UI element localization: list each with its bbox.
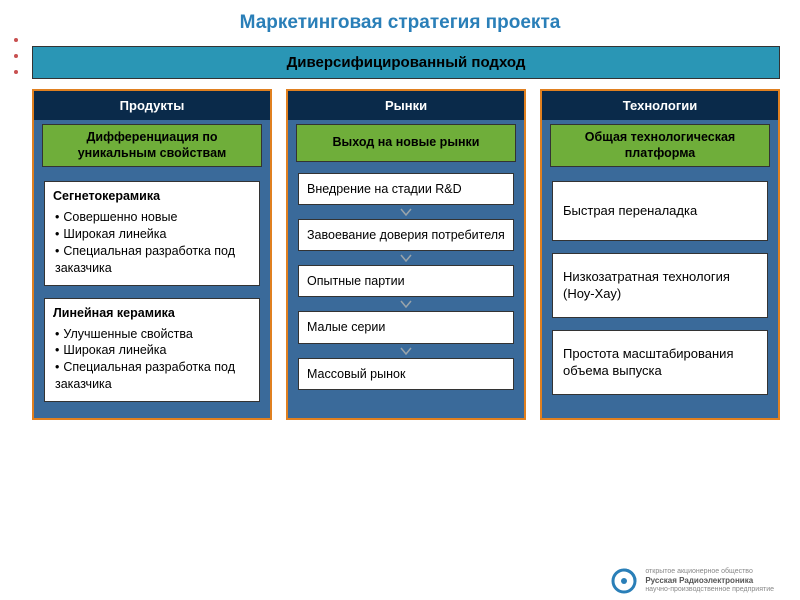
footer-line: научно-производственное предприятие bbox=[645, 586, 774, 594]
column-markets: Рынки Выход на новые рынки Внедрение на … bbox=[286, 89, 526, 420]
footer-line: открытое акционерное общество bbox=[645, 568, 774, 576]
side-bullets bbox=[14, 38, 18, 74]
dot-icon bbox=[14, 38, 18, 42]
flow-step: Внедрение на стадии R&D bbox=[298, 173, 514, 205]
bullet-item: Специальная разработка под заказчика bbox=[55, 359, 251, 393]
columns-row: Продукты Дифференциация по уникальным св… bbox=[32, 89, 780, 420]
arrow-down-icon bbox=[288, 300, 524, 308]
column-subheader: Выход на новые рынки bbox=[296, 124, 516, 162]
column-header: Продукты bbox=[34, 91, 270, 120]
product-card: Линейная керамика Улучшенные свойства Ши… bbox=[44, 298, 260, 402]
tech-card: Низкозатратная технология (Ноу-Хау) bbox=[552, 253, 768, 318]
dot-icon bbox=[14, 54, 18, 58]
tech-card: Простота масштабирования объема выпуска bbox=[552, 330, 768, 395]
bullet-item: Совершенно новые bbox=[55, 209, 251, 226]
flow-step: Массовый рынок bbox=[298, 358, 514, 390]
column-header: Технологии bbox=[542, 91, 778, 120]
approach-banner: Диверсифицированный подход bbox=[32, 46, 780, 79]
arrow-down-icon bbox=[288, 347, 524, 355]
column-technologies: Технологии Общая технологическая платфор… bbox=[540, 89, 780, 420]
dot-icon bbox=[14, 70, 18, 74]
product-card: Сегнетокерамика Совершенно новые Широкая… bbox=[44, 181, 260, 285]
flow-step: Завоевание доверия потребителя bbox=[298, 219, 514, 251]
footer-company: Русская Радиоэлектроника bbox=[645, 576, 774, 586]
column-subheader: Общая технологическая платформа bbox=[550, 124, 770, 167]
flow-step: Опытные партии bbox=[298, 265, 514, 297]
bullet-item: Широкая линейка bbox=[55, 342, 251, 359]
footer-text: открытое акционерное общество Русская Ра… bbox=[645, 568, 774, 594]
logo-icon bbox=[611, 568, 637, 594]
column-header: Рынки bbox=[288, 91, 524, 120]
arrow-down-icon bbox=[288, 254, 524, 262]
flow-step: Малые серии bbox=[298, 311, 514, 343]
footer-logo-block: открытое акционерное общество Русская Ра… bbox=[611, 568, 774, 594]
page-title: Маркетинговая стратегия проекта bbox=[0, 0, 800, 42]
card-bullets: Улучшенные свойства Широкая линейка Спец… bbox=[53, 326, 251, 394]
bullet-item: Специальная разработка под заказчика bbox=[55, 243, 251, 277]
card-title: Сегнетокерамика bbox=[53, 188, 251, 205]
bullet-item: Улучшенные свойства bbox=[55, 326, 251, 343]
bullet-item: Широкая линейка bbox=[55, 226, 251, 243]
card-bullets: Совершенно новые Широкая линейка Специал… bbox=[53, 209, 251, 277]
arrow-down-icon bbox=[288, 208, 524, 216]
card-title: Линейная керамика bbox=[53, 305, 251, 322]
tech-card: Быстрая переналадка bbox=[552, 181, 768, 241]
column-subheader: Дифференциация по уникальным свойствам bbox=[42, 124, 262, 167]
column-products: Продукты Дифференциация по уникальным св… bbox=[32, 89, 272, 420]
